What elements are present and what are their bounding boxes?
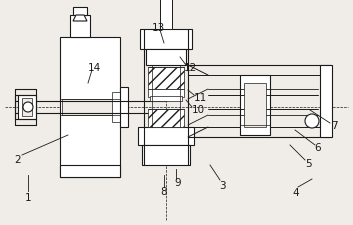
Bar (148, 68, 184, 90)
Bar (320, 66, 332, 137)
Bar (62, 99, 120, 115)
Text: 6: 6 (315, 142, 321, 152)
Bar (120, 88, 128, 127)
Text: 5: 5 (305, 158, 311, 168)
Text: 8: 8 (161, 186, 167, 196)
Text: 11: 11 (193, 93, 207, 103)
Text: 13: 13 (151, 23, 164, 33)
Bar (140, 30, 192, 50)
Bar (146, 50, 186, 66)
Text: 1: 1 (25, 192, 31, 202)
Bar (138, 127, 194, 145)
Circle shape (23, 103, 33, 112)
Circle shape (305, 115, 319, 128)
Text: 2: 2 (15, 154, 21, 164)
Bar (22, 99, 32, 117)
Text: 4: 4 (293, 187, 299, 197)
Text: 9: 9 (175, 177, 181, 187)
Bar (73, 8, 87, 16)
Bar (112, 93, 120, 122)
Bar (148, 110, 184, 127)
Bar (160, 0, 172, 30)
Text: 3: 3 (219, 180, 225, 190)
Text: 12: 12 (183, 63, 197, 73)
Bar (60, 165, 120, 177)
Polygon shape (73, 16, 87, 22)
Bar (70, 16, 90, 38)
Text: 7: 7 (331, 120, 337, 130)
Text: 14: 14 (88, 63, 101, 73)
Bar (142, 145, 190, 165)
Bar (244, 84, 266, 127)
Bar (240, 76, 270, 135)
Text: 10: 10 (191, 105, 204, 115)
Bar (150, 97, 182, 101)
Bar (148, 90, 184, 98)
Bar (18, 96, 36, 119)
Bar (60, 38, 120, 177)
